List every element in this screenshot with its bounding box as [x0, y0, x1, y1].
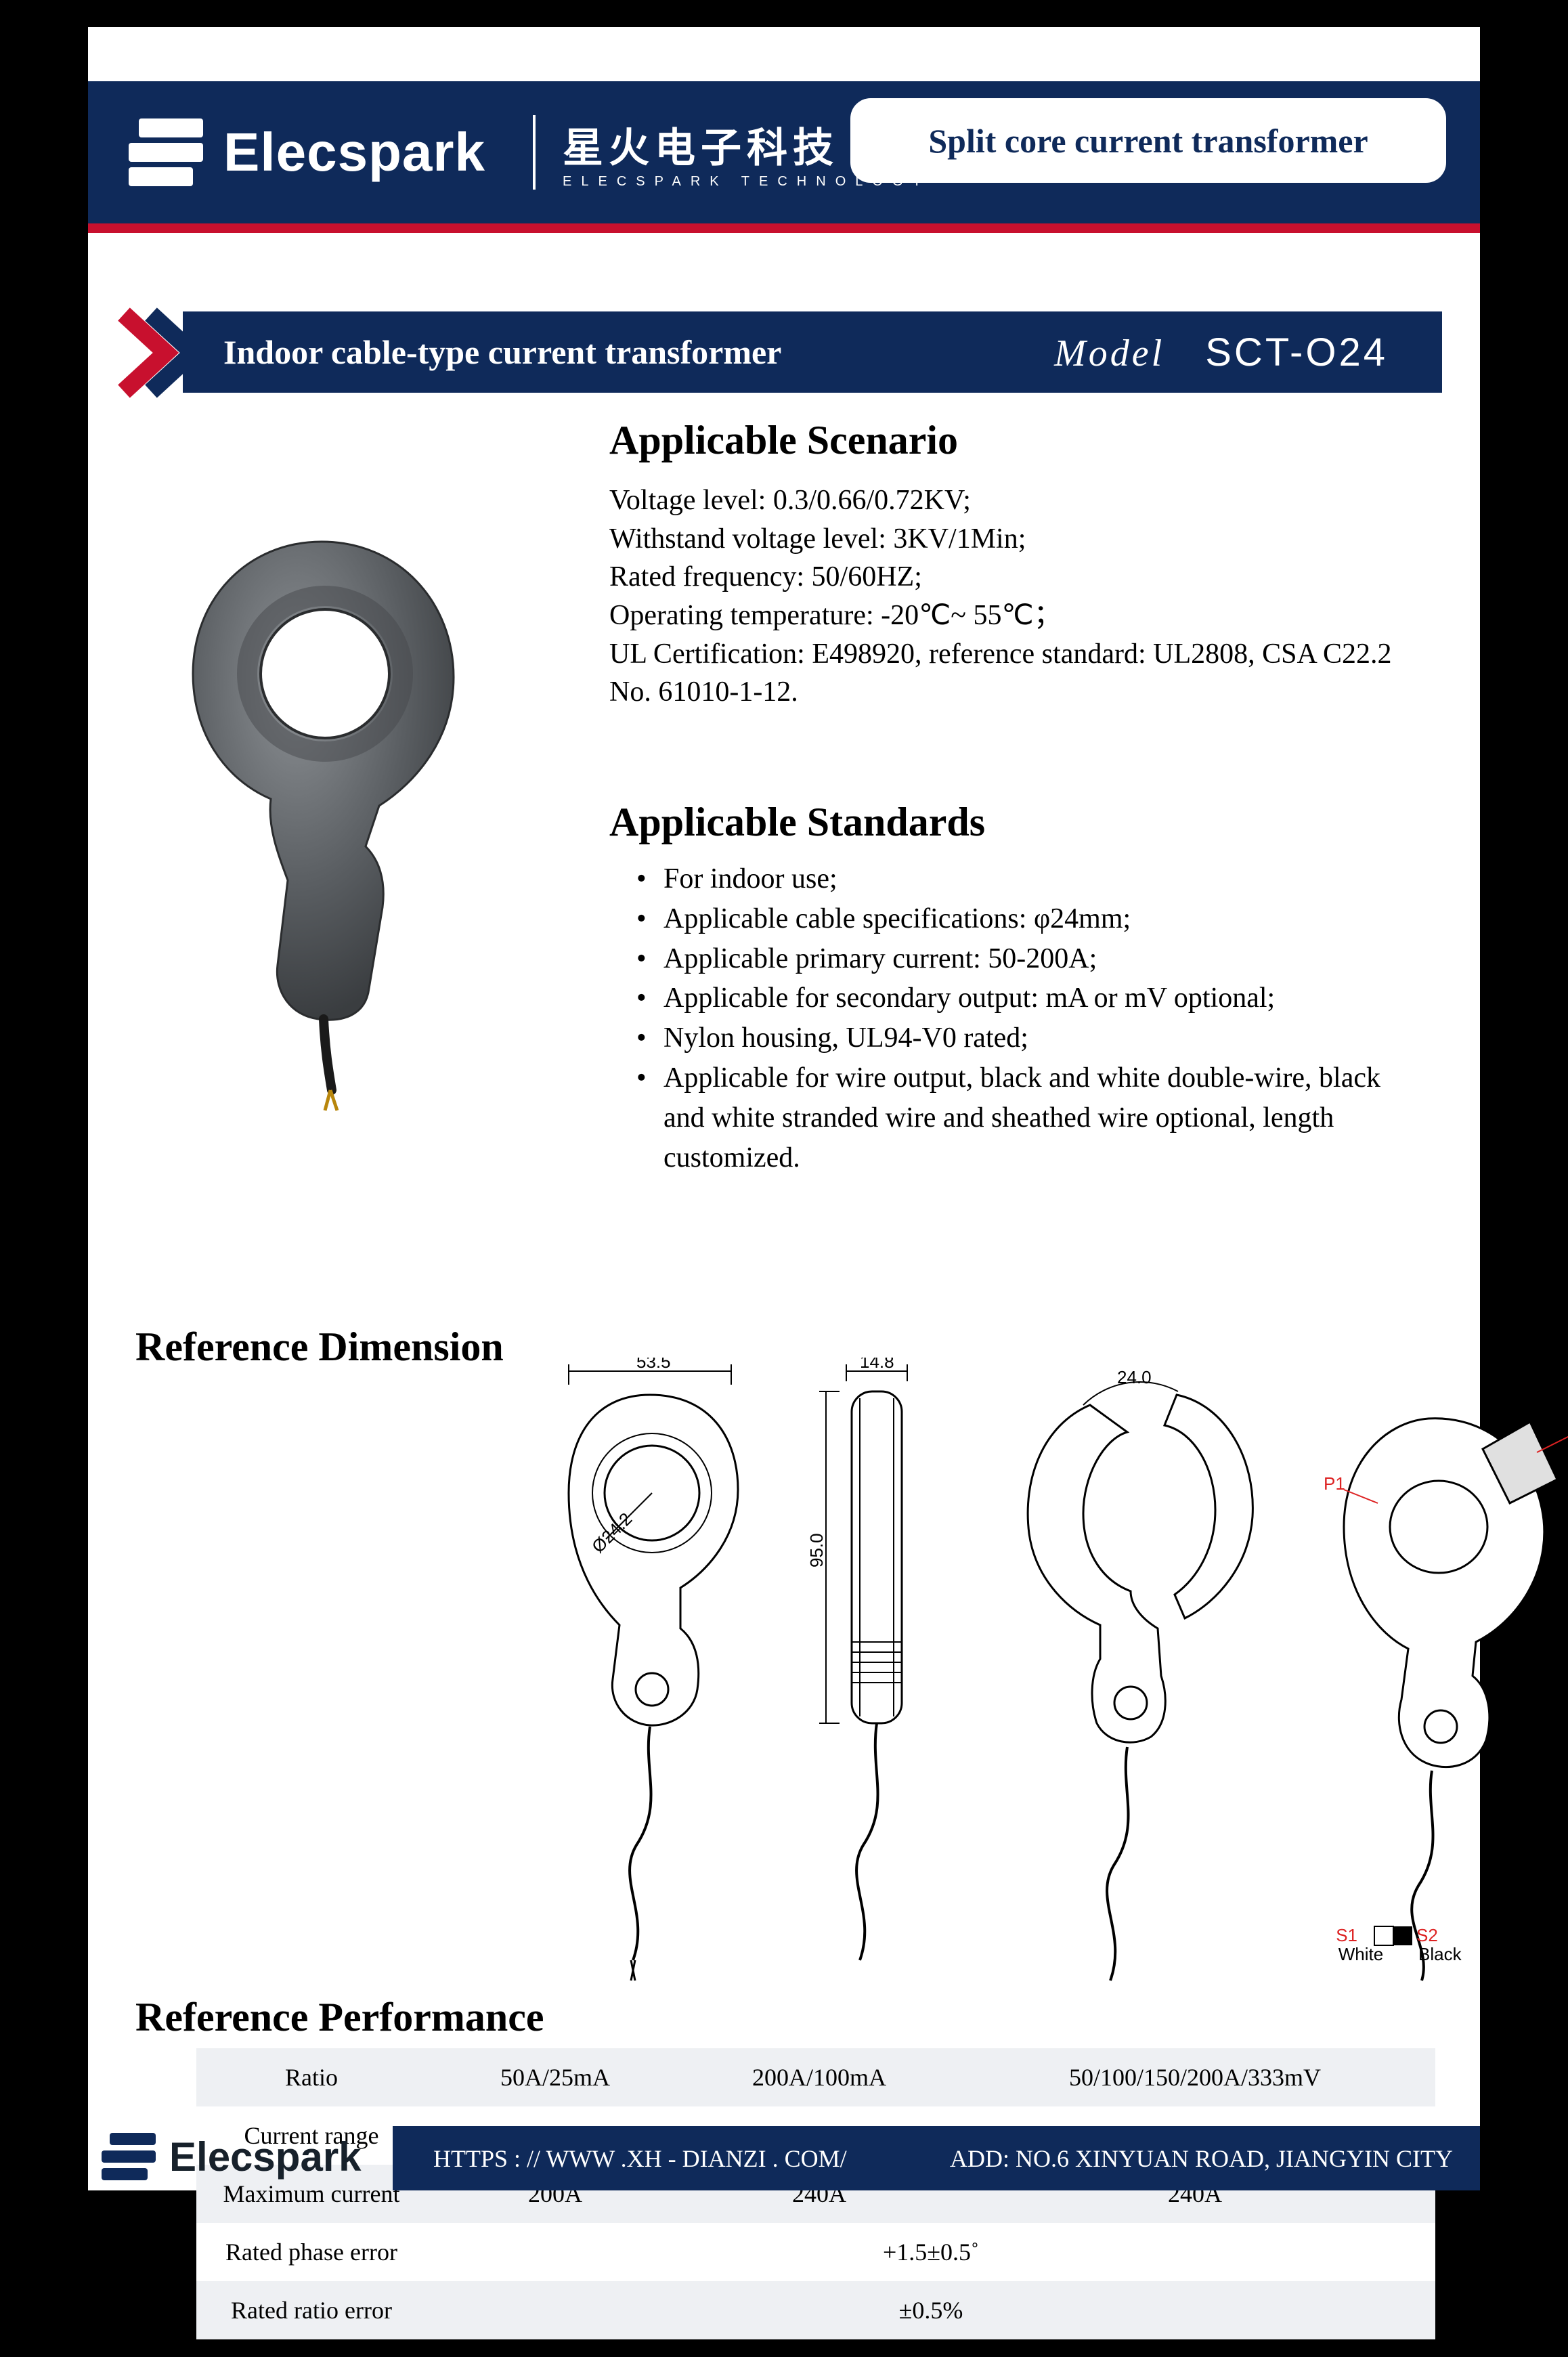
standards-list: For indoor use; Applicable cable specifi… [609, 859, 1408, 1177]
label-black: Black [1418, 1944, 1462, 1964]
footer-address: ADD: NO.6 XINYUAN ROAD, JIANGYIN CITY [950, 2144, 1453, 2173]
cell: +1.5±0.5˚ [427, 2223, 1435, 2281]
model-value: SCT-O24 [1205, 330, 1388, 374]
col-header: 50A/25mA [427, 2048, 684, 2106]
header-pill: Split core current transformer [850, 98, 1446, 183]
standards-item: Applicable for wire output, black and wh… [636, 1058, 1408, 1177]
logo-text: Elecspark [223, 121, 485, 183]
dimension-drawings: 53.5 Ø24.2 14.8 [217, 1358, 1435, 2001]
header-band: Elecspark 星火电子科技 ELECSPARK TECHNOLOGY Sp… [88, 81, 1480, 223]
header-red-underline [88, 223, 1480, 233]
logo-block: Elecspark 星火电子科技 ELECSPARK TECHNOLOGY [129, 115, 931, 190]
cell: ±0.5% [427, 2281, 1435, 2339]
standards-item: Applicable cable specifications: φ24mm; [636, 899, 1408, 939]
row-label: Rated phase error [196, 2223, 427, 2281]
dim-perspective: P1 P2 S1 S2 White Black [1286, 1385, 1568, 1994]
refperf-heading: Reference Performance [135, 1994, 544, 2041]
standards-item: Nylon housing, UL94-V0 rated; [636, 1018, 1408, 1058]
footer-logo-text: Elecspark [169, 2134, 362, 2180]
footer-band: HTTPS : // WWW .XH - DIANZI . COM/ ADD: … [393, 2126, 1480, 2190]
dim-height: 95.0 [806, 1533, 827, 1567]
standards-item: For indoor use; [636, 859, 1408, 899]
notch-left-1 [0, 589, 88, 643]
subheader-band: Indoor cable-type current transformer Mo… [183, 311, 1442, 393]
scenario-line: Withstand voltage level: 3KV/1Min; [609, 520, 1408, 559]
row-label: Rated ratio error [196, 2281, 427, 2339]
standards-item: Applicable for secondary output: mA or m… [636, 978, 1408, 1018]
notch-left-3 [0, 2324, 88, 2357]
logo-icon [102, 2133, 156, 2180]
footer-url: HTTPS : // WWW .XH - DIANZI . COM/ [433, 2144, 847, 2173]
col-header: 50/100/150/200A/333mV [955, 2048, 1435, 2106]
scenario-line: Operating temperature: -20℃~ 55℃； [609, 597, 1408, 635]
scenario-line: UL Certification: E498920, reference sta… [609, 635, 1408, 712]
subheader-model: Model SCT-O24 [1054, 330, 1388, 375]
scenario-line: Rated frequency: 50/60HZ; [609, 558, 1408, 597]
performance-table: Ratio 50A/25mA 200A/100mA 50/100/150/200… [196, 2048, 1435, 2339]
logo-name: Elecspark [223, 121, 485, 183]
product-photo [156, 515, 494, 1124]
table-row: Rated phase error +1.5±0.5˚ [196, 2223, 1435, 2281]
scenario-line: Voltage level: 0.3/0.66/0.72KV; [609, 481, 1408, 520]
notch-right-2 [1480, 1127, 1568, 1183]
dim-open: 24.0 [988, 1358, 1273, 1994]
notch-right-1 [1480, 589, 1568, 643]
logo-icon [129, 118, 203, 186]
footer-logo: Elecspark [102, 2133, 362, 2180]
subheader-title: Indoor cable-type current transformer [223, 332, 781, 372]
standards-heading: Applicable Standards [609, 799, 1408, 846]
notch-left-2 [0, 1127, 88, 1183]
label-s2: S2 [1416, 1925, 1438, 1945]
label-p1: P1 [1324, 1473, 1345, 1494]
standards-block: Applicable Standards For indoor use; App… [609, 799, 1408, 1177]
table-row: Ratio 50A/25mA 200A/100mA 50/100/150/200… [196, 2048, 1435, 2106]
standards-item: Applicable primary current: 50-200A; [636, 939, 1408, 979]
scenario-block: Applicable Scenario Voltage level: 0.3/0… [609, 413, 1408, 712]
dim-depth: 14.8 [860, 1358, 894, 1372]
label-s1: S1 [1336, 1925, 1357, 1945]
table-row: Rated ratio error ±0.5% [196, 2281, 1435, 2339]
label-white: White [1338, 1944, 1383, 1964]
col-header: 200A/100mA [684, 2048, 955, 2106]
col-header: Ratio [196, 2048, 427, 2106]
dim-side: 14.8 95.0 [799, 1358, 975, 1994]
page: Elecspark 星火电子科技 ELECSPARK TECHNOLOGY Sp… [0, 0, 1568, 2218]
dim-angle: 24.0 [1117, 1367, 1152, 1387]
dim-width: 53.5 [636, 1358, 671, 1372]
model-label: Model [1054, 332, 1164, 374]
dim-front: 53.5 Ø24.2 [528, 1358, 772, 1994]
scenario-heading: Applicable Scenario [609, 413, 1408, 468]
